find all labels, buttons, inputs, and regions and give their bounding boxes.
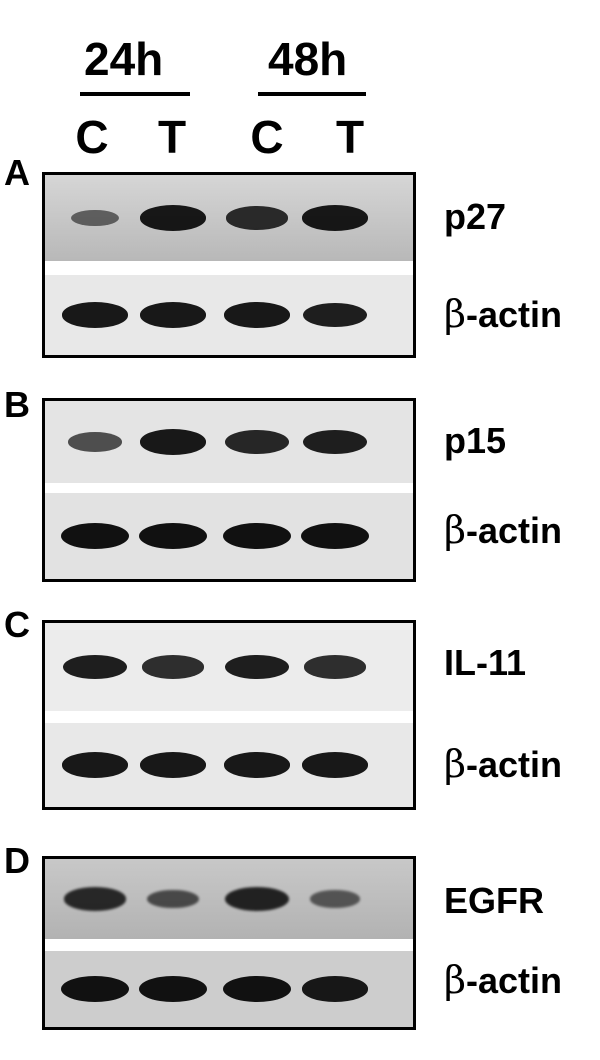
protein-label-beta-actin-c: β-actin (444, 742, 562, 786)
il-11-band-lane-4 (304, 655, 366, 679)
beta-actin-band-lane-4 (301, 752, 369, 778)
beta-actin-band-lane-4 (301, 976, 369, 1002)
p15-strip (45, 401, 413, 483)
beta-actin-strip-d (45, 951, 413, 1027)
panel-letter-d: D (4, 840, 30, 881)
beta-actin-band-lane-3 (223, 302, 291, 328)
beta-actin-band-lane-3 (223, 976, 291, 1002)
beta-actin-band-lane-1 (61, 302, 129, 328)
egfr-band-lane-1 (64, 887, 126, 911)
lane-label-control-48h: C (250, 111, 284, 163)
egfr-band-lane-3 (225, 887, 289, 911)
blot-panel-d (42, 856, 416, 1030)
blot-panel-c (42, 620, 416, 810)
protein-label-p27: p27 (444, 196, 507, 237)
p27-strip (45, 175, 413, 261)
beta-actin-band-lane-1 (61, 976, 129, 1002)
p27-band-lane-2 (139, 205, 207, 231)
protein-label-il-11: IL-11 (444, 642, 527, 683)
il-11-band-lane-3 (224, 654, 290, 680)
egfr-strip (45, 859, 413, 939)
beta-actin-band-lane-2 (139, 752, 207, 778)
il-11-band-lane-2 (142, 655, 204, 679)
egfr-band-lane-4 (310, 890, 360, 908)
protein-label-beta-actin-d: β-actin (444, 958, 562, 1002)
p15-band-lane-4 (302, 429, 368, 455)
p27-band-lane-4 (301, 205, 369, 231)
time-rule-24h (80, 92, 190, 96)
panel-letter-a: A (4, 152, 30, 193)
blot-panel-b (42, 398, 416, 582)
time-label-24h: 24h (84, 33, 164, 85)
lane-label-control-24h: C (75, 111, 109, 163)
strip-gap (45, 261, 413, 275)
strip-gap (45, 711, 413, 723)
beta-actin-band-lane-3 (223, 752, 291, 778)
beta-actin-strip-c (45, 723, 413, 807)
il-11-strip (45, 623, 413, 711)
p27-band-lane-3 (226, 206, 288, 230)
p15-band-lane-2 (139, 429, 207, 455)
time-rule-48h (258, 92, 366, 96)
protein-label-egfr: EGFR (444, 880, 545, 921)
protein-label-beta-actin-b: β-actin (444, 508, 562, 552)
egfr-band-lane-2 (146, 889, 200, 909)
il-11-band-lane-1 (62, 654, 128, 680)
beta-actin-band-lane-1 (61, 752, 129, 778)
beta-actin-band-lane-1 (61, 523, 129, 549)
beta-actin-band-lane-3 (223, 523, 291, 549)
beta-actin-strip-a (45, 275, 413, 355)
strip-gap (45, 483, 413, 493)
panel-letter-b: B (4, 384, 30, 425)
protein-label-beta-actin-a: β-actin (444, 292, 562, 336)
lane-label-treated-48h: T (335, 111, 365, 163)
beta-actin-band-lane-2 (139, 523, 207, 549)
beta-actin-band-lane-2 (139, 976, 207, 1002)
beta-actin-band-lane-4 (301, 523, 369, 549)
p27-band-lane-1 (70, 209, 120, 227)
beta-actin-band-lane-4 (302, 302, 368, 328)
strip-gap (45, 939, 413, 951)
protein-label-p15: p15 (444, 420, 507, 461)
p15-band-lane-3 (225, 430, 289, 454)
panel-letter-c: C (4, 604, 30, 645)
beta-actin-strip-b (45, 493, 413, 579)
lane-label-treated-24h: T (157, 111, 187, 163)
p15-band-lane-1 (67, 432, 123, 452)
time-label-48h: 48h (268, 33, 348, 85)
lane-header: 24h 48h C T C T (0, 0, 600, 163)
beta-actin-band-lane-2 (139, 302, 207, 328)
blot-panel-a (42, 172, 416, 358)
